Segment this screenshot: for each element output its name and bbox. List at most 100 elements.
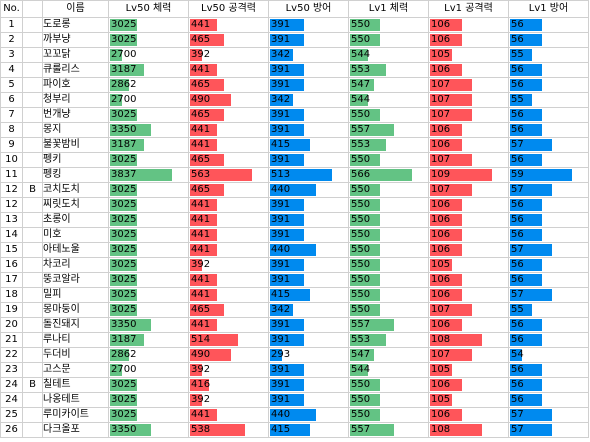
cell-lv50-atk[interactable]: 465 bbox=[188, 32, 269, 48]
cell-lv1-hp[interactable]: 550 bbox=[348, 287, 429, 303]
cell-lv1-def[interactable]: 57 bbox=[508, 422, 589, 438]
cell-lv1-hp[interactable]: 550 bbox=[348, 197, 429, 213]
cell-lv1-atk[interactable]: 109 bbox=[428, 167, 509, 183]
cell-name[interactable]: 펭킹 bbox=[42, 167, 109, 183]
cell-lv50-def[interactable]: 391 bbox=[268, 317, 349, 333]
table-row[interactable]: 16 차코리 3025 392 391 550 105 56 bbox=[0, 257, 589, 273]
cell-no[interactable]: 14 bbox=[0, 227, 23, 243]
cell-lv1-def[interactable]: 56 bbox=[508, 212, 589, 228]
cell-lv1-atk[interactable]: 106 bbox=[428, 17, 509, 33]
cell-lv50-atk[interactable]: 538 bbox=[188, 422, 269, 438]
cell-lv1-hp[interactable]: 557 bbox=[348, 122, 429, 138]
cell-lv50-atk[interactable]: 441 bbox=[188, 317, 269, 333]
cell-lv1-atk[interactable]: 108 bbox=[428, 422, 509, 438]
cell-lv1-atk[interactable]: 107 bbox=[428, 182, 509, 198]
cell-name[interactable]: 몽마둥이 bbox=[42, 302, 109, 318]
cell-lv1-hp[interactable]: 550 bbox=[348, 272, 429, 288]
table-row[interactable]: 18 밀피 3025 441 415 550 106 57 bbox=[0, 287, 589, 303]
cell-grade[interactable] bbox=[22, 47, 43, 63]
cell-lv1-def[interactable]: 56 bbox=[508, 272, 589, 288]
cell-grade[interactable] bbox=[22, 287, 43, 303]
cell-lv50-def[interactable]: 342 bbox=[268, 302, 349, 318]
cell-name[interactable]: 몽지 bbox=[42, 122, 109, 138]
cell-no[interactable]: 21 bbox=[0, 332, 23, 348]
cell-no[interactable]: 6 bbox=[0, 92, 23, 108]
cell-no[interactable]: 4 bbox=[0, 62, 23, 78]
cell-lv1-hp[interactable]: 550 bbox=[348, 107, 429, 123]
table-row[interactable]: 3 꼬꼬닭 2700 392 342 544 105 55 bbox=[0, 47, 589, 63]
cell-name[interactable]: 고스문 bbox=[42, 362, 109, 378]
table-row[interactable]: 25 루미카이트 3025 441 440 550 106 57 bbox=[0, 407, 589, 423]
table-row[interactable]: 24 B 칠테트 3025 416 391 550 106 56 bbox=[0, 377, 589, 393]
cell-no[interactable]: 7 bbox=[0, 107, 23, 123]
cell-lv50-hp[interactable]: 3187 bbox=[108, 62, 189, 78]
table-row[interactable]: 14 미호 3025 441 391 550 106 56 bbox=[0, 227, 589, 243]
cell-lv1-def[interactable]: 56 bbox=[508, 362, 589, 378]
cell-lv1-atk[interactable]: 107 bbox=[428, 347, 509, 363]
cell-lv50-hp[interactable]: 3025 bbox=[108, 17, 189, 33]
cell-lv50-atk[interactable]: 514 bbox=[188, 332, 269, 348]
cell-no[interactable]: 5 bbox=[0, 77, 23, 93]
cell-lv1-atk[interactable]: 106 bbox=[428, 287, 509, 303]
table-row[interactable]: 17 뚱코알라 3025 441 391 550 106 56 bbox=[0, 272, 589, 288]
cell-grade[interactable] bbox=[22, 317, 43, 333]
header-name[interactable]: 이름 bbox=[42, 0, 109, 18]
cell-lv50-atk[interactable]: 465 bbox=[188, 182, 269, 198]
cell-name[interactable]: 도로롱 bbox=[42, 17, 109, 33]
cell-grade[interactable] bbox=[22, 92, 43, 108]
cell-grade[interactable] bbox=[22, 347, 43, 363]
table-row[interactable]: 8 몽지 3350 441 391 557 106 56 bbox=[0, 122, 589, 138]
cell-grade[interactable] bbox=[22, 32, 43, 48]
cell-grade[interactable]: B bbox=[22, 182, 43, 198]
cell-lv1-hp[interactable]: 550 bbox=[348, 302, 429, 318]
cell-grade[interactable] bbox=[22, 422, 43, 438]
cell-lv1-def[interactable]: 56 bbox=[508, 392, 589, 408]
cell-lv50-atk[interactable]: 392 bbox=[188, 362, 269, 378]
table-row[interactable]: 23 고스문 2700 392 391 544 105 56 bbox=[0, 362, 589, 378]
cell-no[interactable]: 17 bbox=[0, 272, 23, 288]
cell-lv1-def[interactable]: 59 bbox=[508, 167, 589, 183]
table-row[interactable]: 9 불꽃밤비 3187 441 415 553 106 57 bbox=[0, 137, 589, 153]
cell-lv50-hp[interactable]: 3350 bbox=[108, 422, 189, 438]
cell-lv1-atk[interactable]: 106 bbox=[428, 407, 509, 423]
cell-lv1-hp[interactable]: 550 bbox=[348, 407, 429, 423]
cell-lv50-atk[interactable]: 441 bbox=[188, 122, 269, 138]
cell-lv1-atk[interactable]: 107 bbox=[428, 152, 509, 168]
cell-lv50-hp[interactable]: 3025 bbox=[108, 287, 189, 303]
cell-lv50-hp[interactable]: 3025 bbox=[108, 242, 189, 258]
cell-name[interactable]: 나옹테트 bbox=[42, 392, 109, 408]
cell-lv1-def[interactable]: 55 bbox=[508, 92, 589, 108]
cell-grade[interactable] bbox=[22, 167, 43, 183]
header-lv50-def[interactable]: Lv50 방어 bbox=[268, 0, 349, 18]
cell-grade[interactable] bbox=[22, 62, 43, 78]
cell-lv1-atk[interactable]: 106 bbox=[428, 377, 509, 393]
cell-lv50-def[interactable]: 391 bbox=[268, 122, 349, 138]
cell-lv50-atk[interactable]: 441 bbox=[188, 17, 269, 33]
cell-lv1-def[interactable]: 56 bbox=[508, 332, 589, 348]
cell-lv50-def[interactable]: 415 bbox=[268, 422, 349, 438]
cell-lv1-atk[interactable]: 106 bbox=[428, 272, 509, 288]
cell-lv50-def[interactable]: 440 bbox=[268, 182, 349, 198]
cell-lv50-def[interactable]: 342 bbox=[268, 92, 349, 108]
cell-lv50-hp[interactable]: 3025 bbox=[108, 257, 189, 273]
cell-lv50-atk[interactable]: 465 bbox=[188, 302, 269, 318]
table-row[interactable]: 5 파이호 2862 465 391 547 107 56 bbox=[0, 77, 589, 93]
cell-lv50-def[interactable]: 391 bbox=[268, 377, 349, 393]
cell-lv50-def[interactable]: 391 bbox=[268, 17, 349, 33]
cell-lv50-def[interactable]: 391 bbox=[268, 272, 349, 288]
cell-lv1-atk[interactable]: 108 bbox=[428, 332, 509, 348]
cell-lv1-atk[interactable]: 105 bbox=[428, 392, 509, 408]
cell-lv1-atk[interactable]: 106 bbox=[428, 197, 509, 213]
cell-lv1-atk[interactable]: 107 bbox=[428, 92, 509, 108]
cell-lv50-def[interactable]: 415 bbox=[268, 287, 349, 303]
cell-lv1-def[interactable]: 56 bbox=[508, 62, 589, 78]
cell-no[interactable]: 26 bbox=[0, 422, 23, 438]
cell-no[interactable]: 15 bbox=[0, 242, 23, 258]
header-lv1-hp[interactable]: Lv1 체력 bbox=[348, 0, 429, 18]
cell-grade[interactable] bbox=[22, 212, 43, 228]
cell-no[interactable]: 24 bbox=[0, 392, 23, 408]
cell-lv50-hp[interactable]: 2700 bbox=[108, 47, 189, 63]
cell-lv50-atk[interactable]: 441 bbox=[188, 227, 269, 243]
cell-lv1-def[interactable]: 56 bbox=[508, 107, 589, 123]
cell-grade[interactable] bbox=[22, 197, 43, 213]
